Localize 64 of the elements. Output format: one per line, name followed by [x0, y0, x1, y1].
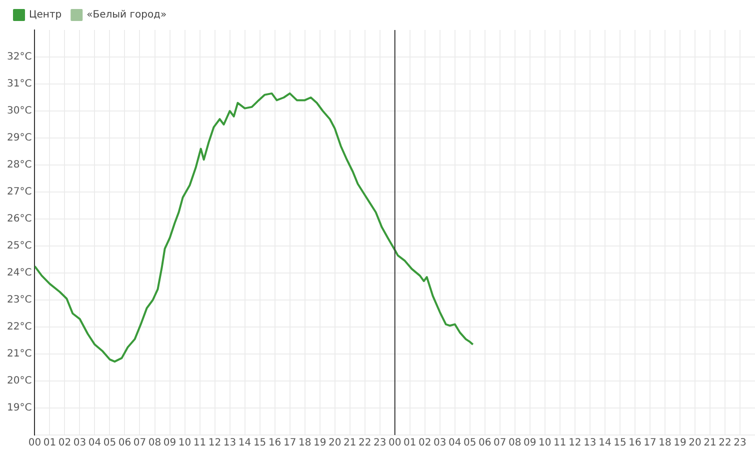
x-tick-label: 01 [43, 438, 56, 449]
y-tick-label: 19°C [6, 402, 32, 414]
x-tick-label: 12 [208, 438, 222, 449]
x-tick-label: 00 [28, 438, 42, 449]
x-tick-label: 16 [268, 438, 282, 449]
x-tick-label: 18 [658, 438, 672, 449]
y-tick-label: 31°C [6, 78, 32, 90]
x-tick-label: 08 [508, 438, 522, 449]
y-tick-label: 26°C [6, 214, 32, 225]
x-tick-label: 19 [313, 438, 326, 449]
x-tick-label: 13 [223, 438, 236, 449]
legend-label: Центр [29, 10, 62, 21]
x-tick-label: 20 [328, 438, 342, 449]
x-tick-label: 02 [418, 438, 432, 449]
legend-label: «Белый город» [86, 10, 167, 21]
x-tick-label: 04 [88, 438, 102, 449]
y-tick-label: 27°C [6, 186, 32, 198]
x-tick-label: 05 [464, 438, 476, 449]
y-tick-label: 32°C [6, 52, 32, 63]
x-tick-label: 06 [118, 438, 132, 449]
x-tick-label: 00 [388, 438, 402, 449]
x-tick-label: 03 [434, 438, 446, 449]
x-tick-label: 08 [148, 438, 162, 449]
x-tick-label: 16 [628, 438, 642, 449]
x-tick-label: 05 [103, 438, 116, 449]
x-tick-label: 10 [178, 438, 192, 449]
x-tick-label: 01 [403, 438, 416, 449]
x-tick-label: 21 [343, 438, 356, 449]
x-tick-label: 22 [718, 438, 732, 449]
y-tick-label: 23°C [6, 294, 32, 306]
x-tick-label: 17 [283, 438, 296, 449]
x-tick-label: 21 [704, 438, 716, 449]
y-tick-label: 24°C [6, 268, 32, 279]
y-tick-label: 29°C [6, 132, 32, 144]
x-tick-label: 15 [614, 438, 626, 449]
x-tick-label: 07 [494, 438, 506, 449]
x-tick-label: 19 [674, 438, 686, 449]
x-tick-label: 11 [193, 438, 206, 449]
x-tick-label: 22 [358, 438, 372, 449]
x-tick-label: 17 [644, 438, 656, 449]
x-tick-label: 06 [478, 438, 492, 449]
y-tick-label: 20°C [6, 376, 32, 387]
y-tick-label: 28°C [6, 160, 32, 171]
x-tick-label: 09 [524, 438, 536, 449]
x-tick-label: 07 [133, 438, 146, 449]
y-tick-label: 30°C [6, 106, 32, 117]
y-tick-label: 25°C [6, 240, 32, 252]
x-tick-label: 15 [253, 438, 266, 449]
x-tick-label: 14 [238, 438, 252, 449]
x-tick-label: 09 [163, 438, 176, 449]
x-tick-label: 03 [73, 438, 86, 449]
x-tick-label: 23 [373, 438, 386, 449]
x-tick-label: 02 [58, 438, 72, 449]
x-tick-label: 20 [688, 438, 702, 449]
y-tick-label: 22°C [6, 322, 32, 333]
x-tick-label: 12 [568, 438, 582, 449]
x-tick-label: 11 [554, 438, 566, 449]
x-tick-label: 23 [734, 438, 746, 449]
x-tick-label: 10 [538, 438, 552, 449]
x-tick-label: 13 [584, 438, 596, 449]
x-tick-label: 14 [598, 438, 612, 449]
y-tick-label: 21°C [6, 348, 32, 360]
x-tick-label: 18 [298, 438, 312, 449]
x-tick-label: 04 [448, 438, 462, 449]
